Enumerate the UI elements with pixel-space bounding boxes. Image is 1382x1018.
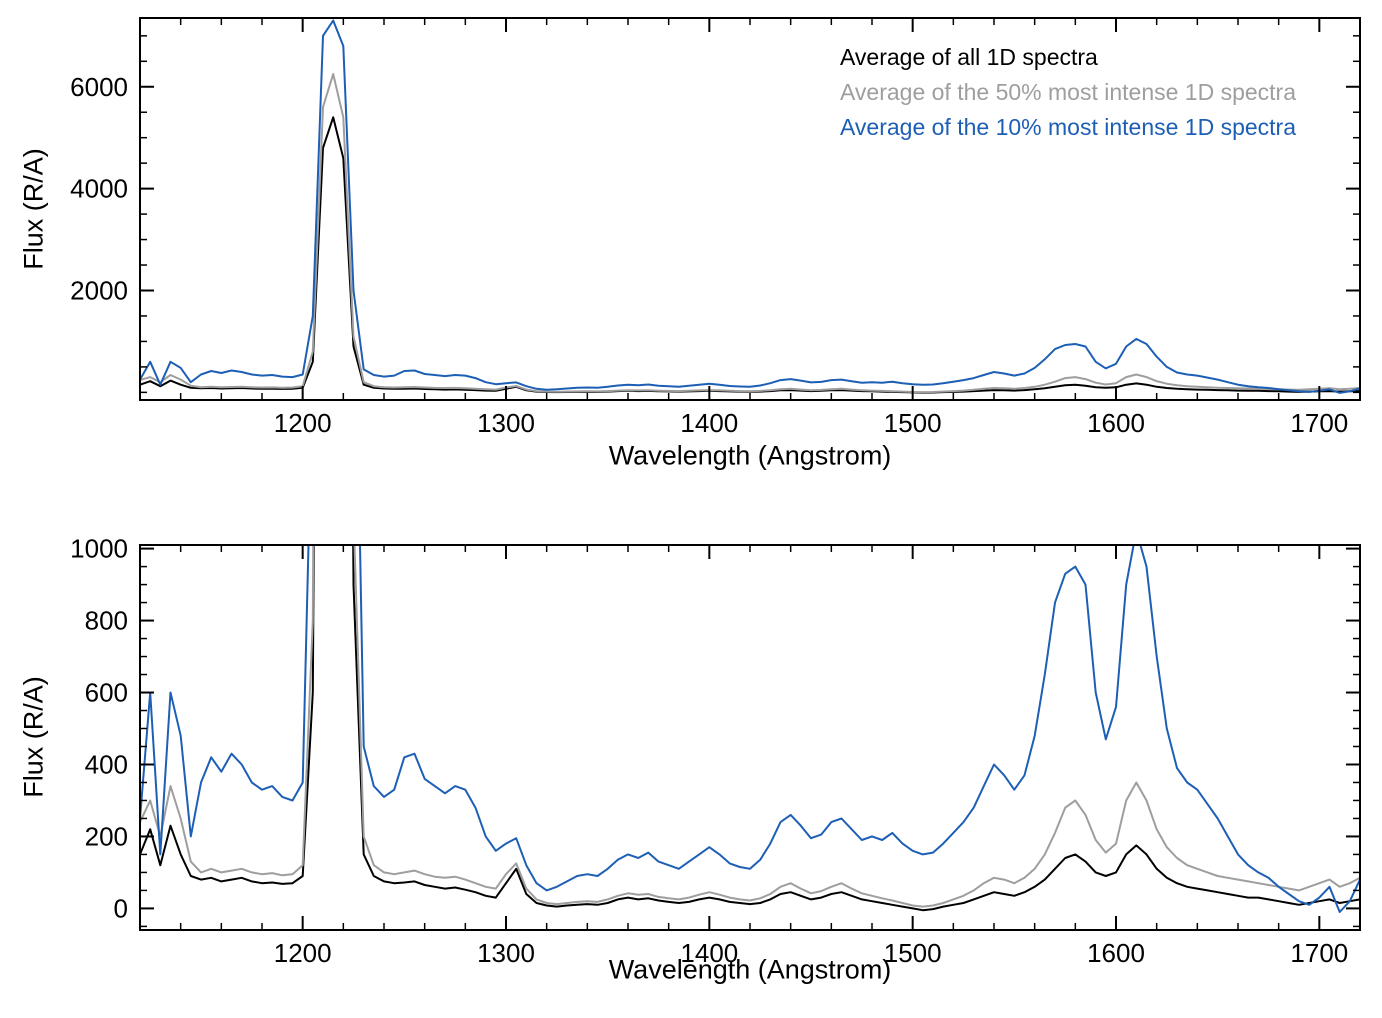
spectra-plot-top: 1200 1300 1400 1500 1600 1700 2000 4000 6000 xyxy=(70,17,1361,438)
y-tick-label: 6000 xyxy=(70,72,128,102)
y-axis-title-bottom: Flux (R/A) xyxy=(18,676,49,798)
legend-item-2: Average of the 10% most intense 1D spect… xyxy=(840,114,1297,140)
x-tick-label: 1500 xyxy=(884,938,942,968)
legend: Average of all 1D spectra Average of the … xyxy=(840,40,1296,145)
x-tick-label: 1200 xyxy=(274,938,332,968)
y-tick-label: 600 xyxy=(85,678,128,708)
y-tick-label: 400 xyxy=(85,749,128,779)
spectrum-line-0 xyxy=(140,116,1360,394)
x-tick-label: 1700 xyxy=(1290,938,1348,968)
x-tick-label: 1500 xyxy=(884,408,942,438)
x-axis-title-bottom: Wavelength (Angstrom) xyxy=(608,954,892,985)
spectra-plot-bottom: 1200 1300 1400 1500 1600 1700 0 200 400 600 800 100… xyxy=(70,534,1361,968)
spectrum-line-0 xyxy=(140,545,1360,912)
y-tick-label: 200 xyxy=(85,821,128,851)
legend-item-1: Average of the 50% most intense 1D spect… xyxy=(840,79,1297,105)
x-tick-label: 1700 xyxy=(1290,408,1348,438)
x-tick-label: 1400 xyxy=(680,938,738,968)
x-axis-title-top: Wavelength (Angstrom) xyxy=(608,440,892,471)
x-tick-label: 1600 xyxy=(1087,938,1145,968)
spectrum-line-2 xyxy=(140,19,1360,394)
x-tick-label: 1300 xyxy=(477,938,535,968)
legend-item-0: Average of all 1D spectra xyxy=(840,44,1098,70)
spectrum-line-1 xyxy=(140,73,1360,394)
x-tick-label: 1300 xyxy=(477,408,535,438)
y-tick-label: 4000 xyxy=(70,174,128,204)
y-tick-label: 0 xyxy=(114,893,128,923)
spectrum-line-2 xyxy=(140,545,1360,913)
y-axis-title-top: Flux (R/A) xyxy=(18,148,49,270)
spectrum-line-1 xyxy=(140,545,1360,908)
y-tick-label: 2000 xyxy=(70,275,128,305)
y-tick-label: 800 xyxy=(85,606,128,636)
x-tick-label: 1600 xyxy=(1087,408,1145,438)
x-tick-label: 1200 xyxy=(274,408,332,438)
y-tick-label: 1000 xyxy=(70,534,128,564)
x-tick-label: 1400 xyxy=(680,408,738,438)
